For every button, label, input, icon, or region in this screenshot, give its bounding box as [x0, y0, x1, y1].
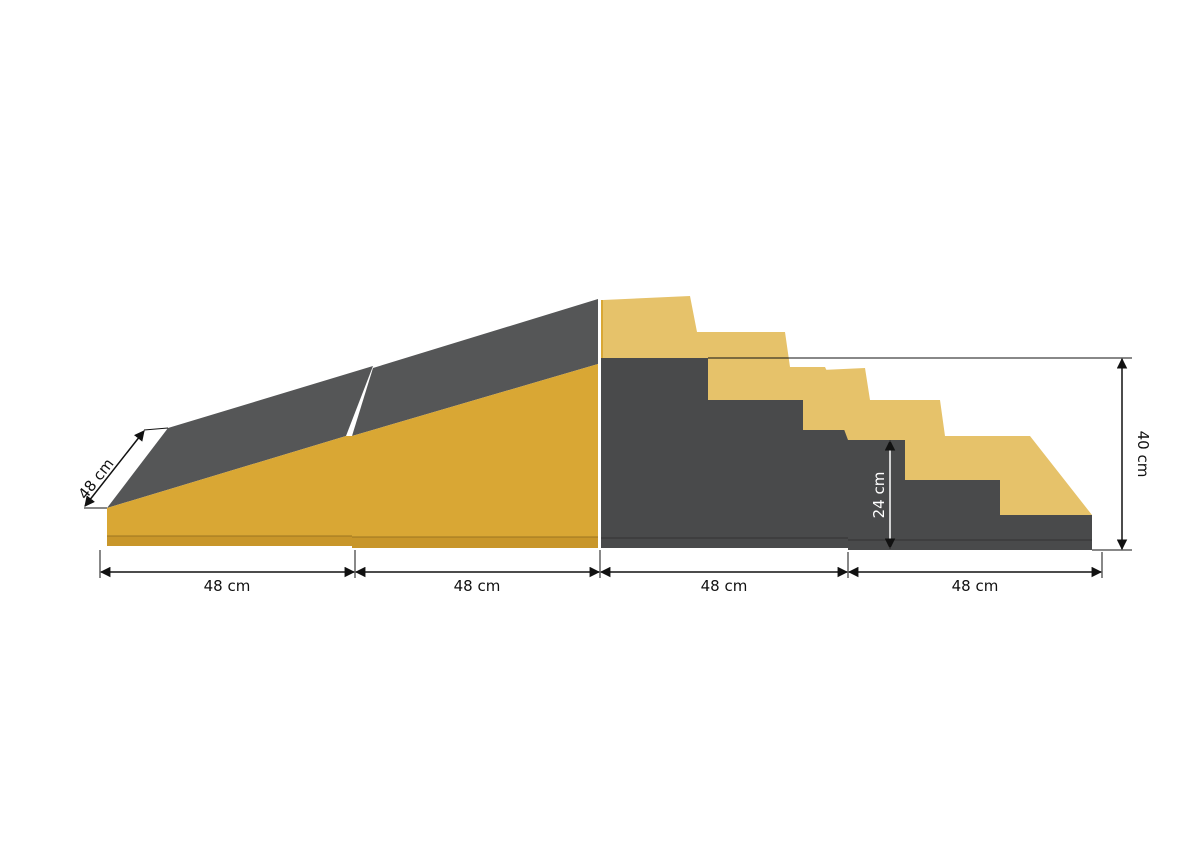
small-wedge-mat: [107, 366, 373, 546]
large-wedge-mat: [352, 299, 598, 548]
width-dimension-lines: [99, 550, 1103, 578]
height-step-label: 24 cm: [870, 472, 888, 519]
width-label-2: 48 cm: [454, 577, 501, 595]
width-label-3: 48 cm: [701, 577, 748, 595]
depth-label: 48 cm: [75, 455, 118, 503]
height-total-dimension-line: [708, 357, 1132, 551]
height-total-label: 40 cm: [1134, 431, 1152, 478]
width-label-1: 48 cm: [204, 577, 251, 595]
small-stairs-mat: [822, 368, 1092, 550]
large-stairs-mat: [601, 296, 855, 548]
depth-dimension-line: [84, 427, 169, 509]
width-label-4: 48 cm: [952, 577, 999, 595]
